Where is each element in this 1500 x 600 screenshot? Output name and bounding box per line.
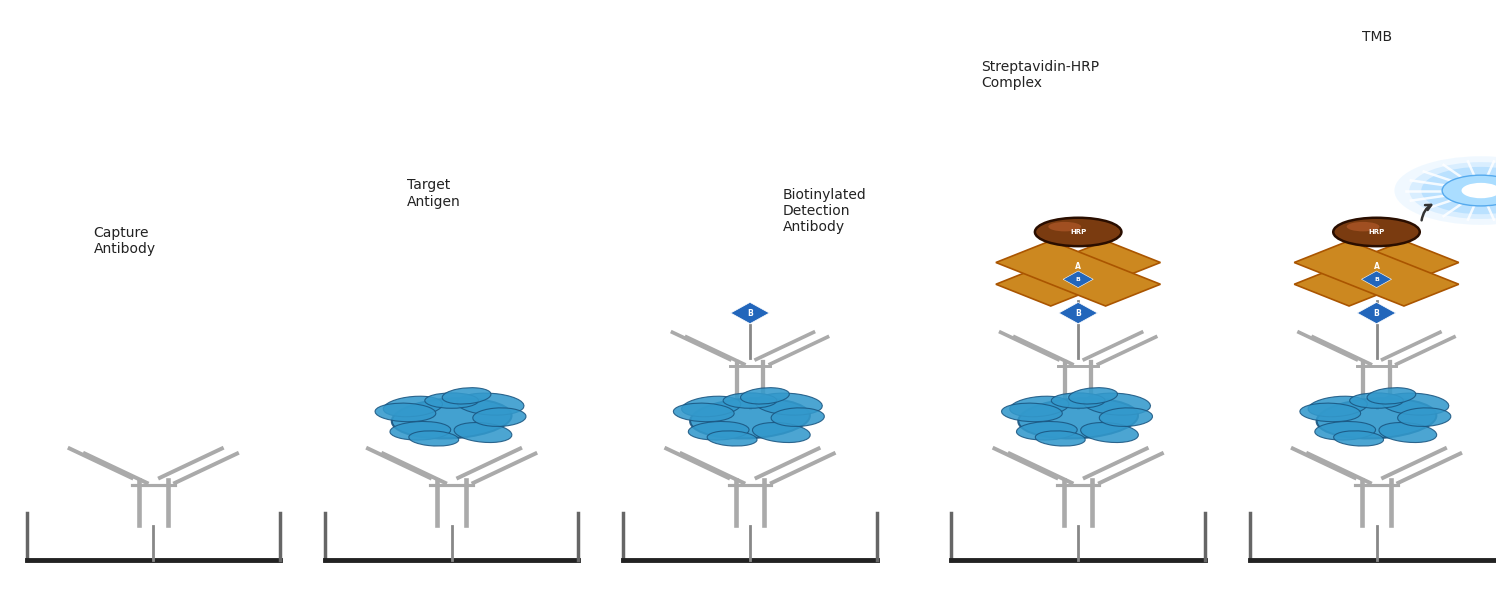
Ellipse shape: [1347, 222, 1380, 232]
Ellipse shape: [723, 393, 777, 408]
Ellipse shape: [375, 403, 436, 422]
Ellipse shape: [1382, 393, 1449, 415]
Ellipse shape: [472, 408, 526, 427]
Polygon shape: [1362, 271, 1392, 287]
Ellipse shape: [1035, 218, 1122, 246]
Polygon shape: [730, 302, 770, 323]
Ellipse shape: [1316, 421, 1376, 440]
Polygon shape: [996, 241, 1161, 306]
Ellipse shape: [674, 403, 734, 422]
Text: Biotinylated
Detection
Antibody: Biotinylated Detection Antibody: [783, 188, 867, 235]
Text: Target
Antigen: Target Antigen: [406, 178, 460, 209]
Text: Streptavidin-HRP
Complex: Streptavidin-HRP Complex: [981, 60, 1100, 90]
Ellipse shape: [1350, 393, 1404, 408]
Ellipse shape: [1080, 422, 1138, 443]
Ellipse shape: [753, 422, 810, 443]
Ellipse shape: [1048, 222, 1082, 232]
Ellipse shape: [424, 393, 478, 408]
Text: B: B: [1374, 277, 1378, 282]
Ellipse shape: [392, 398, 512, 439]
Text: HRP: HRP: [1368, 229, 1384, 235]
Text: B: B: [1076, 308, 1082, 317]
Ellipse shape: [741, 388, 789, 404]
Ellipse shape: [1334, 431, 1383, 446]
Ellipse shape: [756, 393, 822, 415]
Ellipse shape: [390, 421, 450, 440]
Circle shape: [1442, 175, 1500, 206]
Text: TMB: TMB: [1362, 30, 1392, 44]
Ellipse shape: [771, 408, 825, 427]
Circle shape: [1461, 183, 1500, 198]
Ellipse shape: [1035, 431, 1084, 446]
Text: B: B: [1076, 277, 1080, 282]
Polygon shape: [1358, 302, 1396, 323]
Ellipse shape: [442, 388, 491, 404]
Polygon shape: [996, 241, 1161, 306]
Polygon shape: [1059, 302, 1098, 323]
Text: A: A: [1374, 262, 1380, 271]
Ellipse shape: [1317, 398, 1437, 439]
Ellipse shape: [1002, 403, 1062, 422]
Polygon shape: [1294, 241, 1460, 306]
Text: A: A: [1076, 262, 1082, 271]
Ellipse shape: [382, 396, 442, 417]
Text: HRP: HRP: [1070, 229, 1086, 235]
Ellipse shape: [1398, 408, 1450, 427]
Ellipse shape: [1068, 388, 1118, 404]
Ellipse shape: [1017, 421, 1077, 440]
Text: Capture
Antibody: Capture Antibody: [93, 226, 156, 256]
Ellipse shape: [1019, 398, 1138, 439]
Ellipse shape: [1052, 393, 1106, 408]
Circle shape: [1395, 156, 1500, 225]
Polygon shape: [1294, 241, 1460, 306]
Ellipse shape: [1366, 388, 1416, 404]
Ellipse shape: [1378, 422, 1437, 443]
Ellipse shape: [1334, 218, 1420, 246]
Ellipse shape: [706, 431, 758, 446]
Polygon shape: [1064, 271, 1094, 287]
Ellipse shape: [1083, 393, 1150, 415]
Circle shape: [1410, 162, 1500, 219]
Ellipse shape: [458, 393, 524, 415]
Ellipse shape: [410, 431, 459, 446]
Ellipse shape: [681, 396, 741, 417]
Text: B: B: [747, 308, 753, 317]
Ellipse shape: [688, 421, 748, 440]
Ellipse shape: [1308, 396, 1368, 417]
Circle shape: [1420, 167, 1500, 214]
Ellipse shape: [1300, 403, 1360, 422]
Ellipse shape: [690, 398, 810, 439]
Ellipse shape: [454, 422, 512, 443]
Text: B: B: [1374, 308, 1380, 317]
Ellipse shape: [1100, 408, 1152, 427]
Ellipse shape: [1010, 396, 1070, 417]
